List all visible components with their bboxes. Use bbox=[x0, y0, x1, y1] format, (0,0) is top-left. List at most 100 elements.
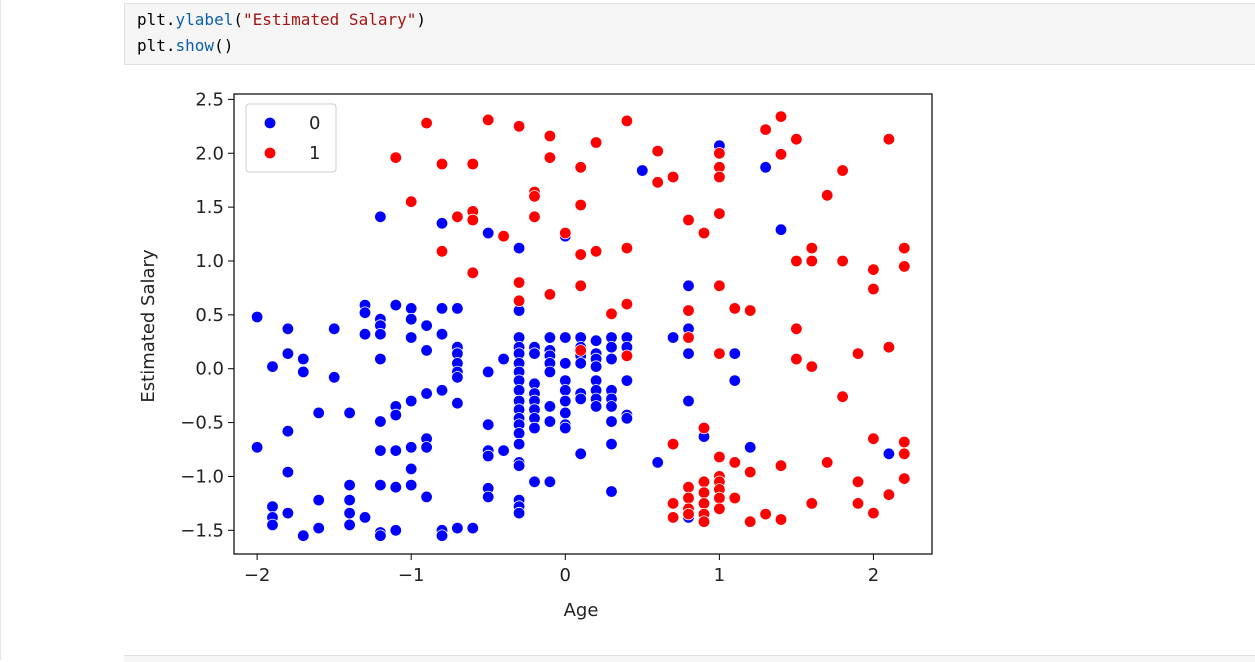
code-text: () bbox=[214, 36, 234, 55]
axes-frame bbox=[233, 93, 933, 555]
point-class-1 bbox=[774, 148, 788, 161]
point-class-1 bbox=[774, 110, 788, 123]
point-class-0 bbox=[559, 384, 572, 397]
point-class-0 bbox=[605, 485, 618, 498]
point-class-0 bbox=[343, 518, 356, 532]
point-class-1 bbox=[898, 260, 911, 273]
legend-marker bbox=[263, 116, 277, 130]
point-class-0 bbox=[605, 341, 618, 354]
point-class-0 bbox=[605, 437, 618, 451]
point-class-0 bbox=[343, 406, 356, 420]
point-class-0 bbox=[651, 456, 664, 469]
point-class-0 bbox=[512, 427, 526, 440]
point-class-1 bbox=[435, 157, 449, 171]
point-class-0 bbox=[374, 415, 387, 428]
point-class-0 bbox=[343, 478, 356, 492]
point-class-0 bbox=[605, 415, 618, 428]
point-class-0 bbox=[389, 298, 403, 312]
point-class-1 bbox=[790, 322, 803, 335]
point-class-1 bbox=[774, 459, 788, 472]
point-class-0 bbox=[451, 521, 464, 535]
code-text: plt. bbox=[137, 10, 176, 29]
point-class-0 bbox=[250, 441, 264, 454]
point-class-1 bbox=[574, 344, 587, 357]
point-class-1 bbox=[543, 129, 557, 143]
next-code-cell[interactable] bbox=[124, 655, 1255, 662]
point-class-0 bbox=[420, 319, 433, 332]
point-class-1 bbox=[512, 120, 526, 133]
point-class-0 bbox=[343, 506, 356, 520]
point-class-0 bbox=[728, 347, 742, 360]
point-class-1 bbox=[759, 123, 772, 136]
point-class-0 bbox=[543, 475, 557, 489]
axes-border bbox=[233, 93, 933, 555]
point-class-1 bbox=[713, 207, 726, 220]
point-class-0 bbox=[374, 478, 387, 492]
point-class-0 bbox=[543, 365, 557, 379]
code-line[interactable]: plt.ylabel("Estimated Salary") bbox=[137, 10, 426, 29]
point-class-0 bbox=[312, 493, 325, 507]
point-class-0 bbox=[281, 322, 295, 335]
point-class-0 bbox=[497, 352, 510, 366]
point-class-1 bbox=[790, 254, 803, 268]
point-class-0 bbox=[497, 444, 510, 457]
point-class-1 bbox=[882, 488, 896, 501]
point-class-1 bbox=[497, 229, 510, 243]
point-class-0 bbox=[405, 478, 418, 492]
point-class-0 bbox=[574, 392, 587, 406]
legend-label: 1 bbox=[309, 143, 320, 164]
legend: 01 bbox=[245, 103, 337, 173]
point-class-1 bbox=[466, 157, 480, 171]
point-class-0 bbox=[528, 347, 541, 360]
point-class-1 bbox=[805, 497, 819, 510]
point-class-1 bbox=[790, 352, 803, 366]
point-class-1 bbox=[713, 279, 726, 293]
point-class-0 bbox=[420, 490, 433, 504]
code-line[interactable]: plt.show() bbox=[137, 36, 233, 55]
y-tick-label: 1.0 bbox=[195, 251, 224, 272]
point-class-0 bbox=[682, 394, 695, 408]
point-class-0 bbox=[482, 418, 495, 431]
point-class-0 bbox=[605, 352, 618, 366]
point-class-0 bbox=[605, 400, 618, 413]
point-class-0 bbox=[343, 493, 356, 507]
point-class-1 bbox=[574, 279, 587, 293]
point-class-1 bbox=[512, 276, 526, 289]
point-class-0 bbox=[358, 306, 372, 319]
point-class-0 bbox=[528, 475, 541, 489]
point-class-1 bbox=[821, 189, 834, 202]
point-class-1 bbox=[451, 210, 464, 224]
point-class-1 bbox=[882, 132, 896, 146]
legend-label: 0 bbox=[309, 113, 320, 134]
point-class-0 bbox=[512, 384, 526, 397]
point-class-0 bbox=[435, 302, 449, 315]
point-class-1 bbox=[389, 151, 403, 164]
point-class-1 bbox=[528, 210, 541, 224]
code-cell[interactable]: plt.ylabel("Estimated Salary") plt.show(… bbox=[124, 3, 1255, 65]
x-axis-label: Age bbox=[564, 600, 599, 621]
point-class-1 bbox=[543, 151, 557, 164]
point-class-1 bbox=[620, 349, 634, 363]
point-class-1 bbox=[805, 360, 819, 373]
point-class-1 bbox=[805, 241, 819, 255]
point-class-0 bbox=[327, 322, 341, 335]
y-tick-label: −1.0 bbox=[180, 466, 224, 487]
point-class-0 bbox=[389, 444, 403, 457]
point-class-0 bbox=[435, 384, 449, 397]
point-class-1 bbox=[574, 161, 587, 174]
point-class-0 bbox=[281, 425, 295, 438]
point-class-0 bbox=[482, 226, 495, 240]
point-class-1 bbox=[697, 515, 711, 528]
code-text: plt. bbox=[137, 36, 176, 55]
point-class-1 bbox=[482, 113, 495, 127]
point-class-0 bbox=[374, 328, 387, 341]
y-tick-label: −0.5 bbox=[180, 413, 224, 434]
data-points bbox=[250, 110, 911, 542]
point-class-0 bbox=[559, 394, 572, 408]
point-class-1 bbox=[682, 331, 695, 344]
point-class-1 bbox=[620, 241, 634, 255]
x-tick-label: −2 bbox=[244, 565, 271, 586]
point-class-1 bbox=[744, 465, 757, 479]
point-class-1 bbox=[805, 254, 819, 268]
point-class-0 bbox=[482, 365, 495, 379]
